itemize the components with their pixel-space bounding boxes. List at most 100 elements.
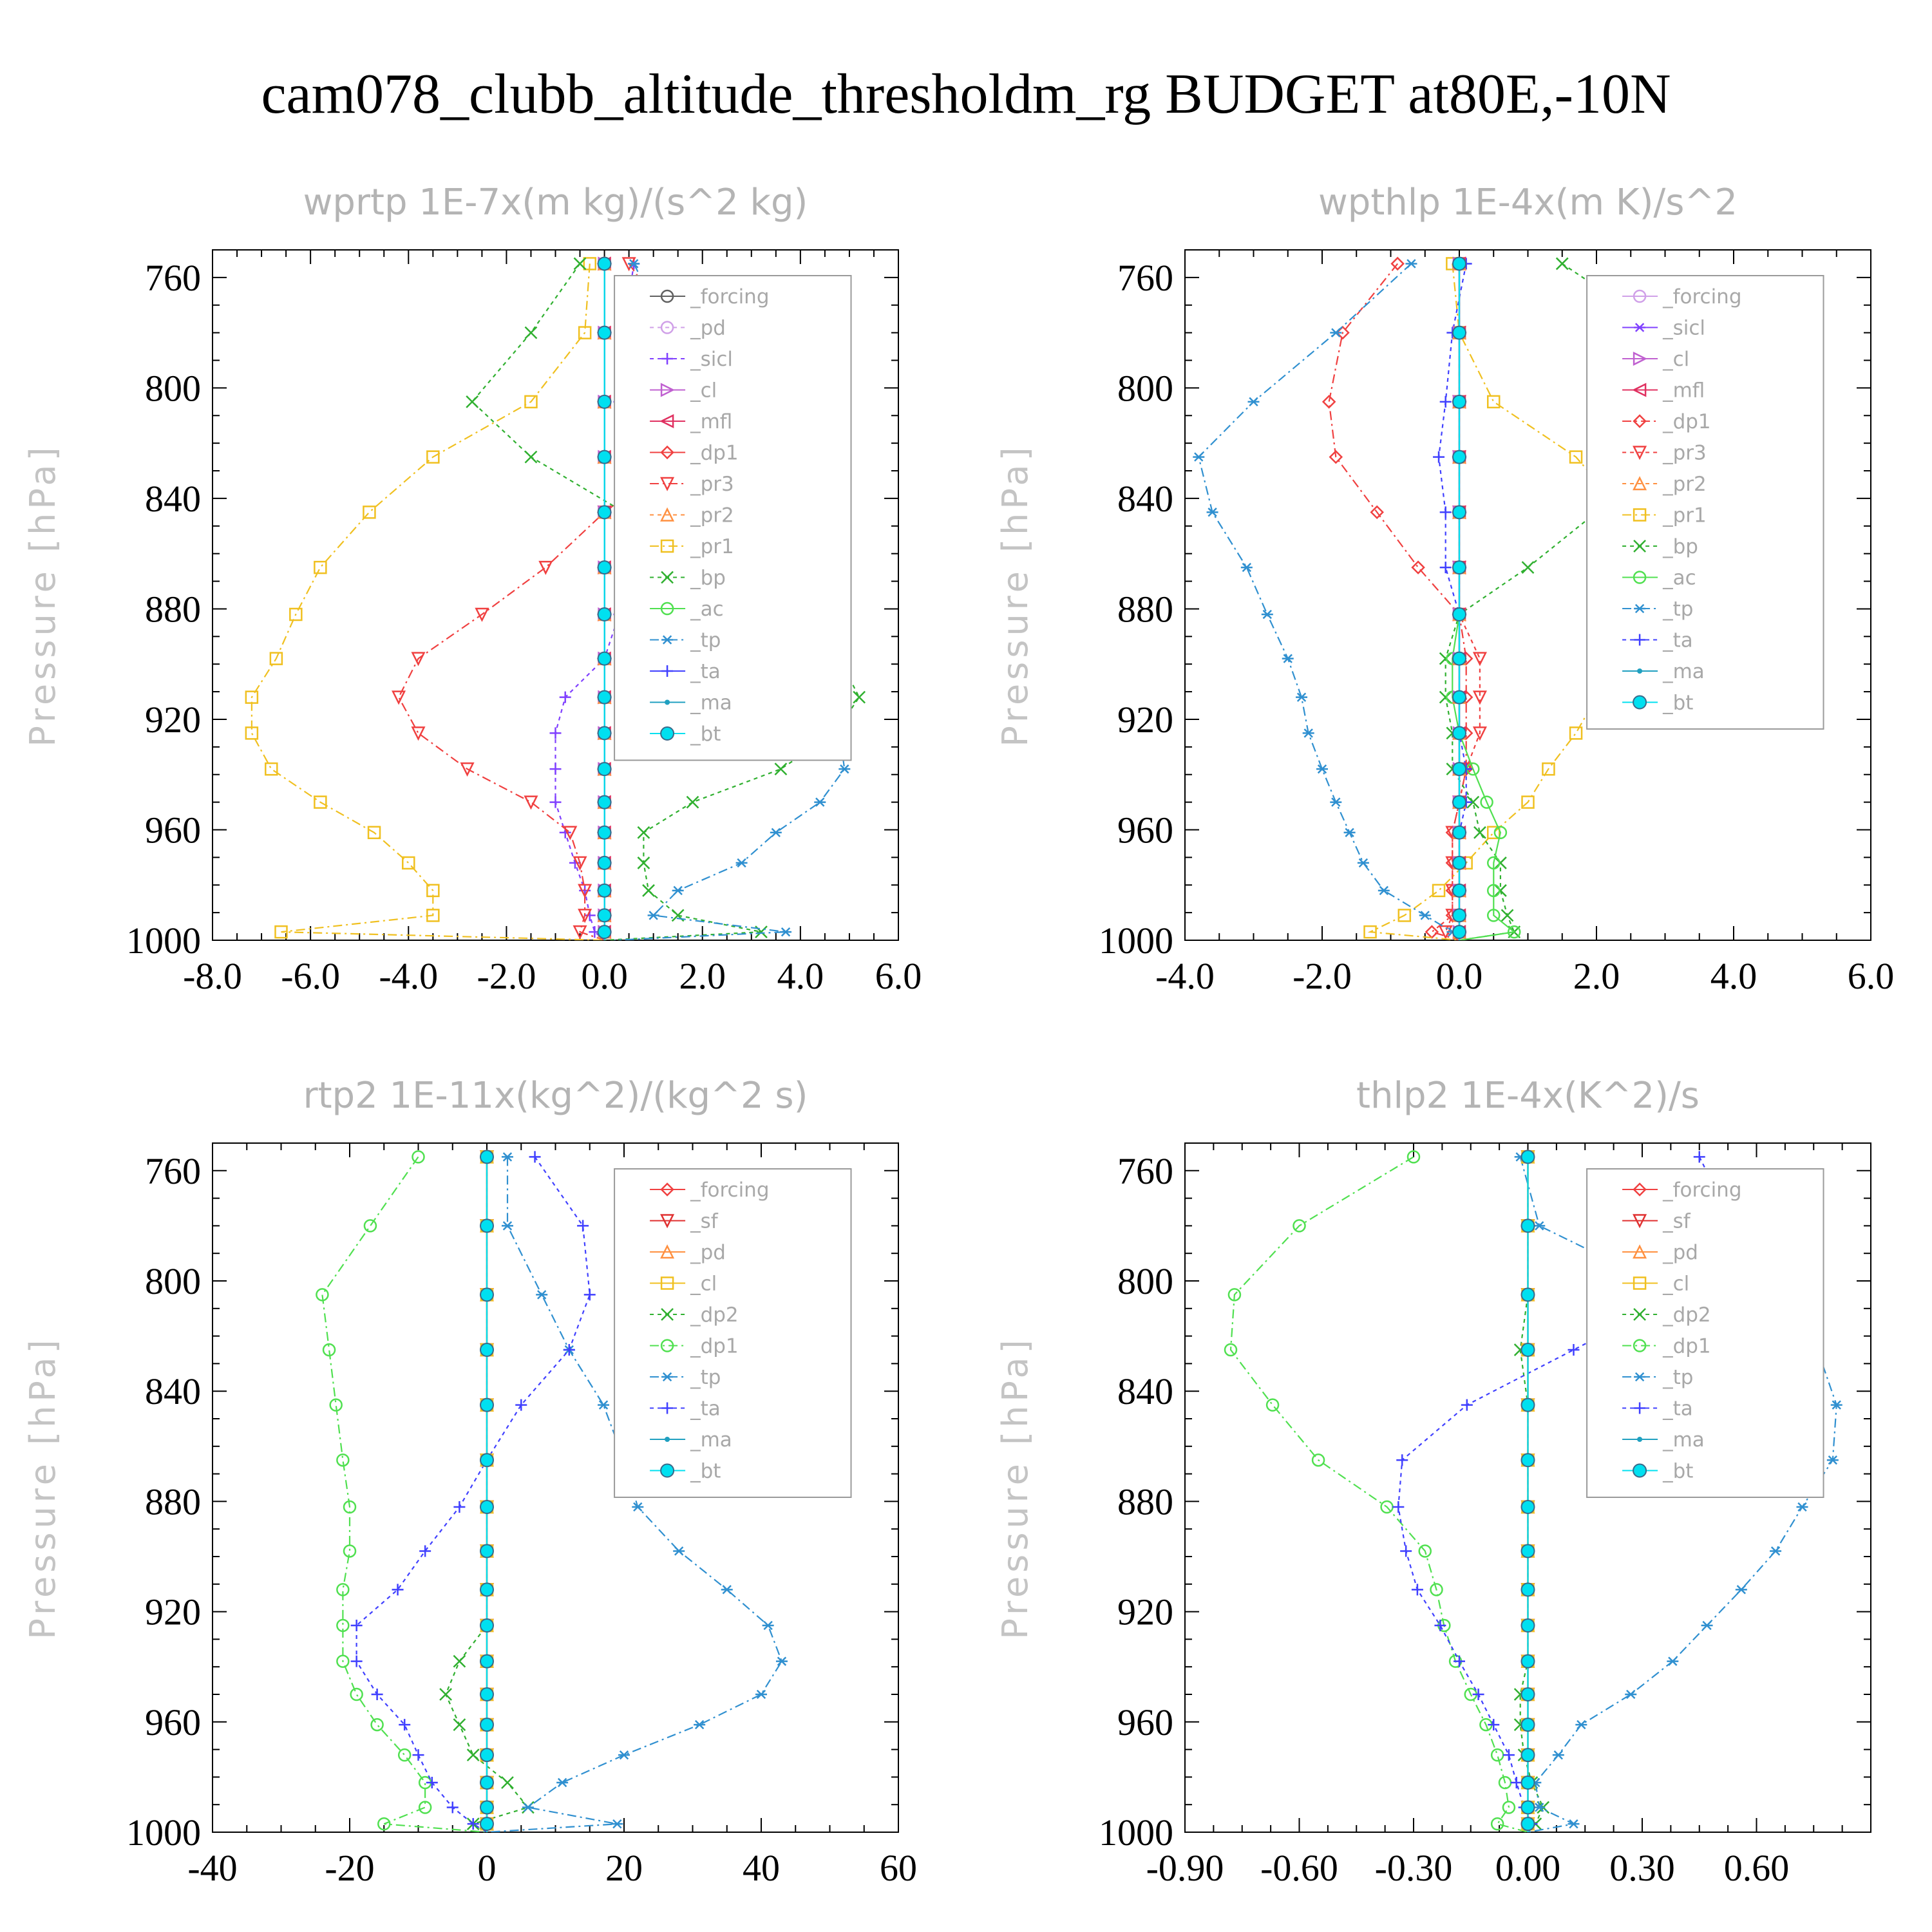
- series-line: [1519, 1157, 1837, 1832]
- legend-box: [614, 1168, 852, 1498]
- series-pr1: [245, 257, 605, 940]
- data-point: [314, 795, 327, 809]
- y-tick-label: 840: [1117, 1370, 1173, 1412]
- data-point: [1520, 1397, 1535, 1412]
- data-point: [480, 1150, 494, 1164]
- legend-marker: [660, 1244, 675, 1259]
- data-point: [439, 1688, 452, 1701]
- data-point: [336, 1618, 350, 1633]
- data-point: [426, 884, 440, 898]
- data-point: [402, 856, 415, 870]
- legend-label: _sicl: [1662, 317, 1705, 340]
- data-point: [632, 1502, 644, 1512]
- data-point: [770, 828, 782, 837]
- data-point: [1452, 690, 1466, 705]
- data-point: [480, 1687, 494, 1701]
- legend-label: _ta: [1662, 629, 1693, 652]
- data-point: [1452, 651, 1466, 666]
- data-point: [1452, 505, 1466, 520]
- data-point: [597, 762, 612, 777]
- data-point: [1400, 1545, 1412, 1557]
- y-tick-label: 1000: [126, 920, 201, 961]
- data-point: [363, 1219, 377, 1233]
- figure-title: cam078_clubb_altitude_thresholdm_rg BUDG…: [261, 63, 1671, 126]
- data-point: [1770, 1546, 1782, 1556]
- legend-label: _ac: [690, 598, 724, 621]
- data-point: [1552, 1750, 1564, 1760]
- data-point: [642, 884, 655, 897]
- series-line: [251, 263, 605, 940]
- data-point: [686, 795, 699, 809]
- data-point: [1452, 560, 1466, 575]
- data-point: [329, 1398, 343, 1412]
- data-point: [467, 1818, 479, 1830]
- data-point: [1316, 764, 1328, 774]
- data-point: [371, 1689, 383, 1700]
- data-point: [501, 1221, 513, 1231]
- x-tick-label: -40: [187, 1847, 237, 1889]
- legend-marker: [660, 383, 675, 397]
- legend-marker: [661, 1372, 674, 1382]
- data-point: [775, 1656, 788, 1666]
- legend-label: _bt: [1662, 692, 1693, 715]
- data-point: [501, 1776, 514, 1789]
- data-point: [522, 1803, 534, 1812]
- legend-entry: _pr2: [650, 504, 734, 527]
- data-point: [1452, 762, 1466, 777]
- data-point: [597, 908, 612, 923]
- data-point: [1282, 654, 1294, 663]
- data-point: [480, 1343, 494, 1357]
- data-point: [316, 1288, 329, 1302]
- legend-entry: _bt: [650, 723, 721, 746]
- legend-entry: _ta: [650, 1397, 721, 1421]
- panel-title: wpthlp 1E-4x(m K)/s^2: [1318, 182, 1738, 223]
- data-point: [1520, 1150, 1535, 1164]
- data-point: [1396, 1454, 1408, 1466]
- x-tick-label: 0.00: [1495, 1847, 1561, 1889]
- legend-label: _ta: [690, 660, 721, 683]
- data-point: [573, 925, 587, 940]
- series-bt: [1452, 256, 1466, 940]
- data-point: [480, 1397, 494, 1412]
- y-tick-label: 1000: [126, 1812, 201, 1853]
- legend-entry: _tp: [650, 1366, 721, 1389]
- legend-marker: [660, 539, 674, 553]
- data-point: [1569, 450, 1583, 464]
- data-point: [1830, 1400, 1842, 1410]
- data-point: [1432, 884, 1446, 898]
- legend-entry: _dp1: [1622, 410, 1711, 433]
- legend-marker: [660, 601, 674, 616]
- legend-marker: [661, 635, 674, 645]
- data-point: [1520, 1343, 1535, 1357]
- data-point: [1490, 1817, 1504, 1831]
- data-point: [1329, 450, 1343, 464]
- data-point: [289, 607, 303, 621]
- data-point: [597, 505, 612, 520]
- data-point: [853, 690, 866, 704]
- data-point: [1575, 1719, 1587, 1730]
- data-point: [1439, 652, 1452, 665]
- legend-marker: [1633, 476, 1647, 491]
- data-point: [637, 857, 650, 869]
- data-point: [1520, 1453, 1535, 1468]
- data-point: [1370, 505, 1384, 520]
- legend-marker: [660, 321, 674, 334]
- data-point: [245, 690, 259, 704]
- legend-label: _pd: [690, 317, 726, 340]
- legend-marker: [660, 1339, 674, 1352]
- data-point: [1567, 1819, 1580, 1829]
- x-tick-label: 0.0: [581, 955, 628, 997]
- data-point: [1452, 925, 1466, 940]
- data-point: [1466, 795, 1480, 809]
- series-line: [1229, 1156, 1528, 1832]
- data-point: [556, 1777, 569, 1788]
- data-point: [419, 1545, 431, 1557]
- legend-marker: [660, 289, 674, 303]
- legend-entry: _sf: [1622, 1210, 1691, 1233]
- data-point: [1439, 506, 1452, 518]
- legend-entry: _ma: [650, 692, 732, 715]
- data-point: [245, 726, 259, 740]
- data-point: [1520, 1582, 1535, 1597]
- data-point: [392, 690, 406, 705]
- data-point: [1430, 1583, 1443, 1596]
